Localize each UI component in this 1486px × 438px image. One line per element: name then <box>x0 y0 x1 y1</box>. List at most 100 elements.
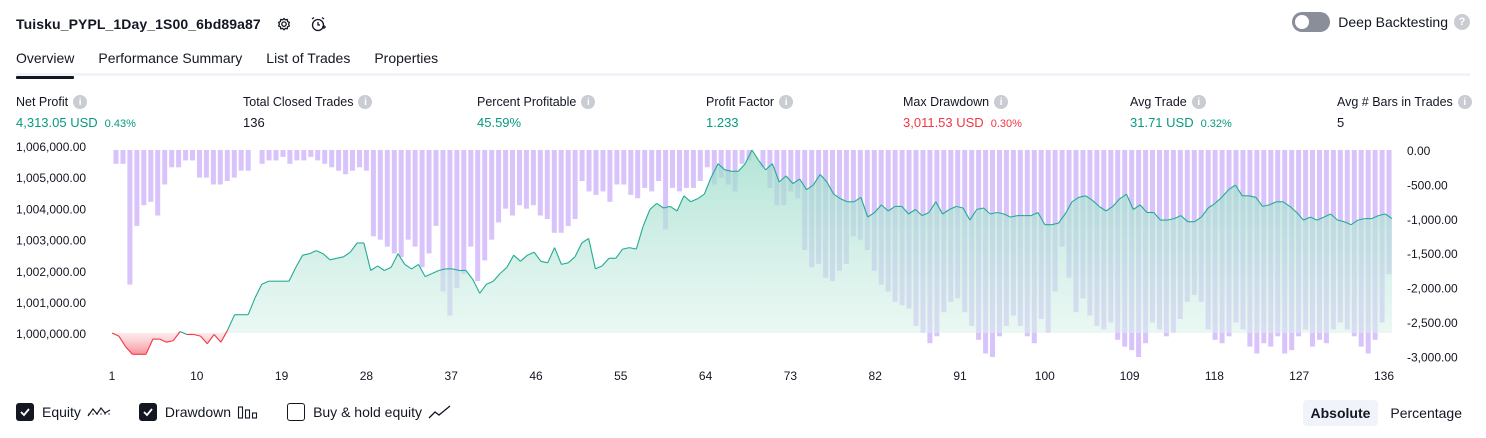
drawdown-bar <box>544 150 550 219</box>
tab-properties[interactable]: Properties <box>374 50 439 66</box>
drawdown-bar <box>197 150 202 178</box>
equity-line-segment <box>1310 216 1318 221</box>
equity-line-segment <box>942 209 950 215</box>
equity-line-segment <box>247 297 256 315</box>
equity-line-segment <box>792 178 801 185</box>
equity-line-segment <box>881 204 889 212</box>
drawdown-bar <box>642 150 648 188</box>
help-icon[interactable]: i <box>1191 95 1206 109</box>
equity-line-segment <box>499 266 508 274</box>
equity-checkbox[interactable] <box>16 403 34 421</box>
equity-line-segment <box>1153 212 1161 221</box>
help-icon[interactable]: i <box>1457 95 1472 109</box>
equity-line-segment <box>1255 196 1264 207</box>
equity-line-segment <box>166 340 174 343</box>
x-axis-tick: 109 <box>1120 369 1140 383</box>
drawdown-bar <box>864 150 870 250</box>
help-icon[interactable]: i <box>581 95 596 109</box>
right-axis-tick: -1,000.00 <box>1407 213 1458 227</box>
left-axis-tick: 1,002,000.00 <box>16 265 86 279</box>
help-icon[interactable]: i <box>358 95 373 109</box>
metric-percent: 0.32% <box>1200 118 1232 130</box>
metric-label: Profit Factor <box>706 95 775 109</box>
deep-backtesting-toggle[interactable] <box>1292 12 1331 32</box>
equity-line-segment <box>1282 201 1291 207</box>
drawdown-checkbox[interactable] <box>138 403 157 421</box>
drawdown-bar <box>718 150 724 178</box>
legend-label: Drawdown <box>164 404 232 420</box>
equity-line-segment <box>1262 204 1270 207</box>
metric-label: Avg Trade <box>1130 95 1187 109</box>
x-axis-tick: 82 <box>869 369 883 383</box>
tab-performance-summary[interactable]: Performance Summary <box>98 50 243 66</box>
metric-label: Net Profit <box>16 95 69 109</box>
percentage-button[interactable]: Percentage <box>1390 405 1462 421</box>
tab-list-of-trades[interactable]: List of Trades <box>266 50 351 66</box>
equity-line-segment <box>206 334 215 345</box>
drawdown-bar <box>565 150 571 226</box>
equity-line-segment <box>860 197 869 218</box>
help-icon[interactable]: i <box>73 95 88 109</box>
equity-line-segment <box>261 280 269 285</box>
drawdown-bar <box>1052 150 1058 292</box>
equity-line-segment <box>956 205 964 209</box>
alarm-clock-icon[interactable] <box>307 13 329 35</box>
drawdown-bar <box>857 150 863 240</box>
equity-drawdown-chart[interactable]: 1,006,000.00 1,005,000.00 1,004,000.00 1,00… <box>0 140 1486 396</box>
equity-line-segment <box>663 205 671 209</box>
drawdown-bar <box>315 150 321 161</box>
drawdown-bar <box>788 150 794 192</box>
right-axis-tick: -3,000.00 <box>1407 350 1458 364</box>
drawdown-bar <box>523 150 529 209</box>
metric-total-closed-trades: Total Closed Trades i 136 <box>243 94 373 130</box>
drawdown-bar <box>391 150 397 254</box>
legend-buy-hold[interactable]: Buy & hold equity <box>287 403 452 421</box>
metric-value: 45.59% <box>477 115 522 130</box>
drawdown-bar <box>294 150 300 161</box>
x-axis-tick: 100 <box>1035 369 1055 383</box>
equity-line-segment <box>1330 213 1338 221</box>
equity-line-segment <box>697 193 705 200</box>
help-icon[interactable]: i <box>994 95 1009 109</box>
buy-hold-checkbox[interactable] <box>287 403 306 421</box>
equity-line-segment <box>1030 211 1039 217</box>
drawdown-bar <box>704 150 710 168</box>
equity-line-segment <box>1194 216 1202 223</box>
equity-line-segment <box>949 205 957 211</box>
drawdown-bar <box>141 150 147 206</box>
metric-percent-profitable: Percent Profitable i 45.59% <box>477 94 596 130</box>
metric-value: 1.233 <box>706 115 739 130</box>
help-icon[interactable]: ? <box>1454 14 1470 30</box>
legend-equity[interactable]: Equity <box>16 403 111 421</box>
right-axis-tick: -1,500.00 <box>1407 247 1458 261</box>
equity-line-segment <box>1289 205 1298 213</box>
strategy-title: Tuisku_PYPL_1Day_1S00_6bd89a87 <box>16 16 261 32</box>
help-icon[interactable]: i <box>779 95 794 109</box>
tab-overview[interactable]: Overview <box>16 46 75 79</box>
drawdown-bar <box>530 150 536 206</box>
drawdown-bar <box>350 150 355 171</box>
drawdown-bar <box>273 150 279 161</box>
settings-gear-icon[interactable] <box>273 13 295 35</box>
equity-line-segment <box>159 338 167 343</box>
equity-line-segment <box>1344 221 1352 226</box>
left-axis-tick: 1,006,000.00 <box>16 140 86 154</box>
equity-line-segment <box>703 177 712 195</box>
absolute-button[interactable]: Absolute <box>1302 400 1379 426</box>
equity-line-segment <box>1057 213 1066 224</box>
equity-line-segment <box>622 247 630 250</box>
drawdown-bar <box>259 150 265 164</box>
drawdown-bar <box>475 150 481 282</box>
equity-line-segment <box>309 250 317 255</box>
equity-line-segment <box>799 178 807 190</box>
equity-line-segment <box>213 334 222 343</box>
equity-line-segment <box>295 254 304 268</box>
equity-line-segment <box>1078 195 1086 198</box>
equity-line-segment <box>370 265 378 271</box>
equity-line-segment <box>656 202 664 209</box>
equity-line-segment <box>690 198 698 203</box>
equity-line-segment <box>322 253 331 261</box>
legend-drawdown[interactable]: Drawdown <box>138 403 259 421</box>
equity-line-segment <box>908 209 916 215</box>
drawdown-bar <box>238 150 244 171</box>
